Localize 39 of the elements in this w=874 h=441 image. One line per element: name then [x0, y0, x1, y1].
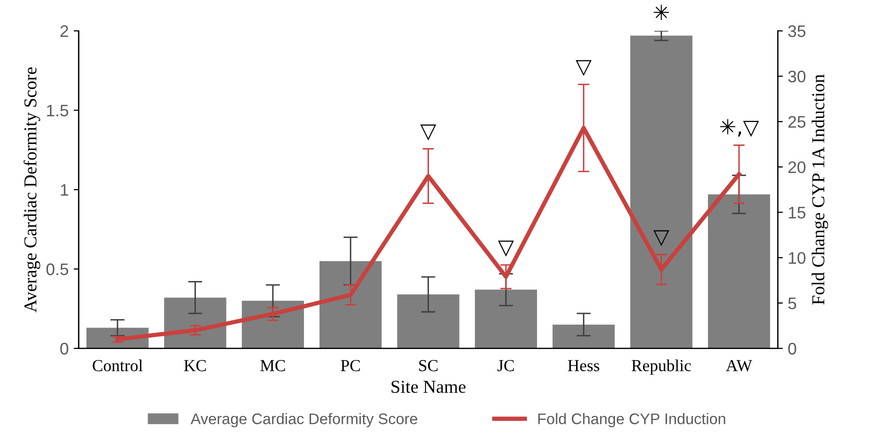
y2-tick-label: 20 [788, 161, 806, 174]
data-label: ▽ [498, 240, 514, 257]
bar [319, 261, 382, 348]
x-tick-label: Republic [632, 360, 691, 375]
y2-tick-label: 5 [788, 298, 796, 310]
x-tick-label: PC [340, 360, 360, 372]
x-tick-label: Hess [568, 360, 600, 372]
legend-label: Fold Change CYP Induction [538, 413, 726, 428]
bar [630, 36, 692, 348]
y-tick-label: 0.5 [46, 263, 68, 276]
y-tick-label: 0 [60, 342, 68, 355]
legend-label: Average Cardiac Deformity Score [190, 413, 418, 428]
bar [708, 194, 770, 348]
y-tick-label: 2 [60, 25, 68, 37]
data-label: ▽ [576, 60, 592, 76]
y-tick-label: 1 [60, 184, 68, 196]
y2-tick-label: 25 [788, 116, 806, 128]
data-label: ▽ [653, 230, 670, 246]
x-tick-label: KC [184, 360, 206, 372]
y-axis-title: Average Cardiac Deformity Score [24, 67, 40, 312]
x-axis-title: Site Name [392, 380, 466, 393]
x-tick-label: MC [260, 360, 285, 372]
y2-tick-label: 30 [788, 70, 806, 82]
bar [397, 294, 460, 348]
y2-tick-label: 15 [788, 206, 806, 219]
y2-tick-label: 10 [788, 252, 806, 264]
x-tick-label: JC [497, 360, 514, 372]
data-label: ✳,▽ [720, 119, 760, 137]
bar [474, 290, 538, 348]
x-tick-label: SC [419, 360, 438, 372]
y2-axis-title: Fold Change CYP 1A Induction [812, 74, 828, 305]
data-label: ✳ [654, 4, 669, 20]
x-tick-label: AW [726, 360, 752, 372]
x-tick-label: Control [92, 360, 143, 372]
data-label: ▽ [420, 124, 436, 140]
y2-tick-label: 0 [788, 342, 796, 355]
y-tick-label: 1.5 [47, 104, 68, 116]
y2-tick-label: 35 [788, 25, 806, 38]
bar [552, 324, 615, 348]
